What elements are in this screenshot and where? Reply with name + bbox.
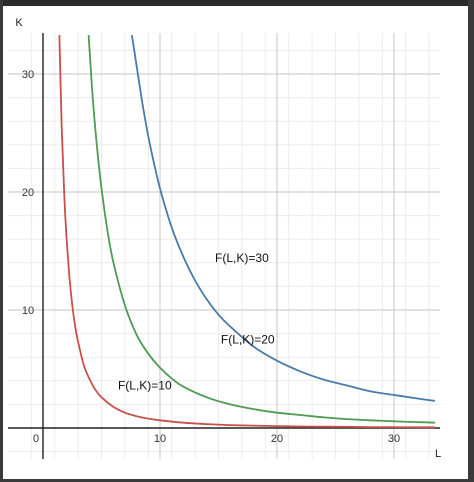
curve-series-1 [58,35,435,429]
y-tick-label: 10 [22,305,34,317]
curve-label-1: F(L,K)=10 [118,379,172,393]
minor-gridlines [8,33,440,459]
y-tick-label: 20 [22,187,34,199]
x-tick-label: 30 [388,433,400,445]
window-right-edge [468,0,474,482]
x-axis-label: L [435,448,441,460]
curve-series-2 [87,35,435,424]
curve-label-2: F(L,K)=20 [221,333,275,347]
tick-labels: 10 20 30 10 20 30 [22,69,400,445]
curve-labels: F(L,K)=10 F(L,K)=20 F(L,K)=30 [118,251,275,392]
y-tick-label: 30 [22,69,34,81]
window-left-edge [0,0,3,482]
y-axis-label: K [15,17,23,29]
axes [8,33,440,459]
curve-series-3 [131,34,436,402]
window-top-edge [0,0,474,6]
curves [58,34,436,429]
x-tick-label: 10 [154,433,166,445]
major-gridlines [8,33,440,459]
x-tick-label: 20 [271,433,283,445]
window-bottom-edge [0,479,474,482]
origin-label: 0 [33,433,39,445]
curve-label-3: F(L,K)=30 [215,251,269,265]
